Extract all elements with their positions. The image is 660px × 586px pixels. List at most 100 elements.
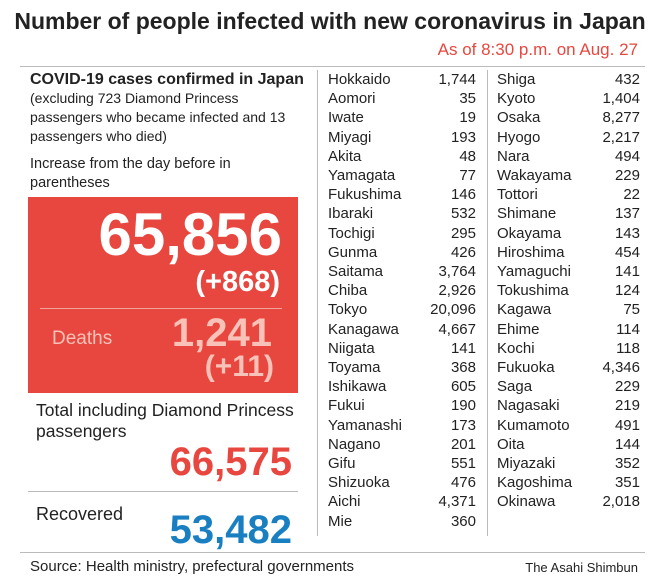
prefecture-name: Osaka [497,109,541,127]
prefecture-value: 229 [614,167,640,184]
prefecture-value: 3,764 [438,263,476,280]
deaths: 1,241 [171,311,272,355]
prefecture-name: Miyagi [328,128,372,146]
prefecture-value: 4,346 [602,359,640,376]
cases-box [28,197,298,393]
prefecture-name: Yamaguchi [497,263,571,280]
prefecture-name: Tokyo [328,301,368,319]
prefecture-name: Kumamoto [497,416,570,434]
prefecture-name: Nagano [328,435,381,453]
prefecture-name: Ehime [497,320,540,338]
column-rule [487,70,488,536]
prefecture-name: Wakayama [497,167,572,184]
prefecture-value: 351 [614,474,640,492]
prefecture-name: Ishikawa [328,378,387,396]
prefecture-value: 141 [614,263,640,280]
prefecture-value: 8,277 [602,109,640,127]
prefecture-value: 605 [450,378,476,396]
prefecture-name: Tochigi [328,224,375,242]
total-label: Total including Diamond Princess passeng… [36,400,294,441]
prefecture-name: Chiba [328,282,368,300]
prefecture-name: Saga [497,378,533,396]
prefecture-name: Mie [328,512,353,530]
prefecture-value: 426 [450,243,476,261]
deaths-change: (+11) [204,350,274,383]
prefecture-value: 368 [450,359,476,376]
summary-note: (excluding 723 Diamond Princess passenge… [30,90,286,144]
prefecture-value: 352 [614,455,640,472]
prefecture-name: Kyoto [497,90,536,108]
prefecture-name: Shizuoka [328,474,390,492]
prefecture-value: 360 [450,512,476,530]
prefecture-value: 19 [459,109,476,127]
prefecture-value: 491 [614,416,640,434]
prefecture-name: Gunma [328,243,378,261]
prefecture-name: Miyazaki [497,455,556,472]
prefecture-value: 77 [459,167,476,184]
prefecture-name: Hokkaido [328,71,391,88]
prefecture-value: 35 [459,90,476,108]
prefecture-value: 20,096 [430,301,476,319]
prefecture-value: 2,217 [602,128,640,146]
cases: 65,856 [98,201,282,268]
prefecture-name: Kagawa [497,301,552,319]
prefecture-value: 1,744 [438,71,476,88]
rule [20,66,645,67]
source: Source: Health ministry, prefectural gov… [30,558,355,575]
prefecture-value: 2,018 [602,493,640,511]
recovered: 53,482 [169,508,292,552]
prefecture-value: 551 [450,455,476,472]
prefecture-name: Niigata [328,339,375,357]
recovered-label: Recovered [36,504,124,524]
prefecture-name: Hyogo [497,128,541,146]
prefecture-value: 494 [614,147,640,165]
total: 66,575 [169,440,292,484]
prefecture-name: Kanagawa [328,320,399,338]
prefecture-name: Aomori [328,90,376,108]
prefecture-name: Shimane [497,205,557,223]
prefecture-value: 22 [623,186,640,204]
prefecture-name: Nagasaki [497,397,560,415]
prefecture-name: Fukui [328,397,365,415]
prefecture-name: Iwate [328,109,364,127]
prefecture-value: 4,371 [438,493,476,511]
prefecture-value: 4,667 [438,320,476,338]
prefecture-name: Shiga [497,71,536,88]
prefecture-value: 432 [614,71,640,88]
prefecture-value: 143 [614,224,640,242]
deaths-label: Deaths [52,328,113,349]
prefecture-name: Yamagata [328,167,396,184]
prefecture-name: Fukuoka [497,359,555,376]
prefecture-value: 146 [450,186,476,204]
column-rule [317,70,318,536]
prefecture-value: 124 [614,282,640,300]
prefecture-name: Toyama [328,359,381,376]
prefecture-value: 114 [616,320,640,338]
prefecture-value: 141 [450,339,476,357]
prefecture-name: Tokushima [497,282,569,300]
prefecture-value: 75 [623,301,640,319]
prefecture-name: Saitama [328,263,384,280]
prefecture-value: 201 [450,435,476,453]
prefecture-name: Gifu [328,455,356,472]
prefecture-value: 295 [450,224,476,242]
cases-change: (+868) [195,266,280,298]
prefecture-value: 190 [450,397,476,415]
summary-heading: COVID-19 cases confirmed in Japan [30,71,304,88]
prefecture-value: 229 [614,378,640,396]
prefecture-value: 2,926 [438,282,476,300]
prefecture-value: 532 [450,205,476,223]
prefecture-value: 137 [614,205,640,223]
prefecture-value: 454 [614,243,640,261]
prefecture-value: 173 [450,416,476,434]
prefecture-name: Okayama [497,224,562,242]
rule [28,491,298,492]
prefecture-name: Okinawa [497,493,556,511]
prefecture-name: Akita [328,147,362,165]
prefecture-value: 476 [450,474,476,492]
prefecture-name: Ibaraki [328,205,374,223]
divider [40,308,282,309]
title: Number of people infected with new coron… [14,8,646,34]
prefecture-name: Yamanashi [328,416,402,434]
